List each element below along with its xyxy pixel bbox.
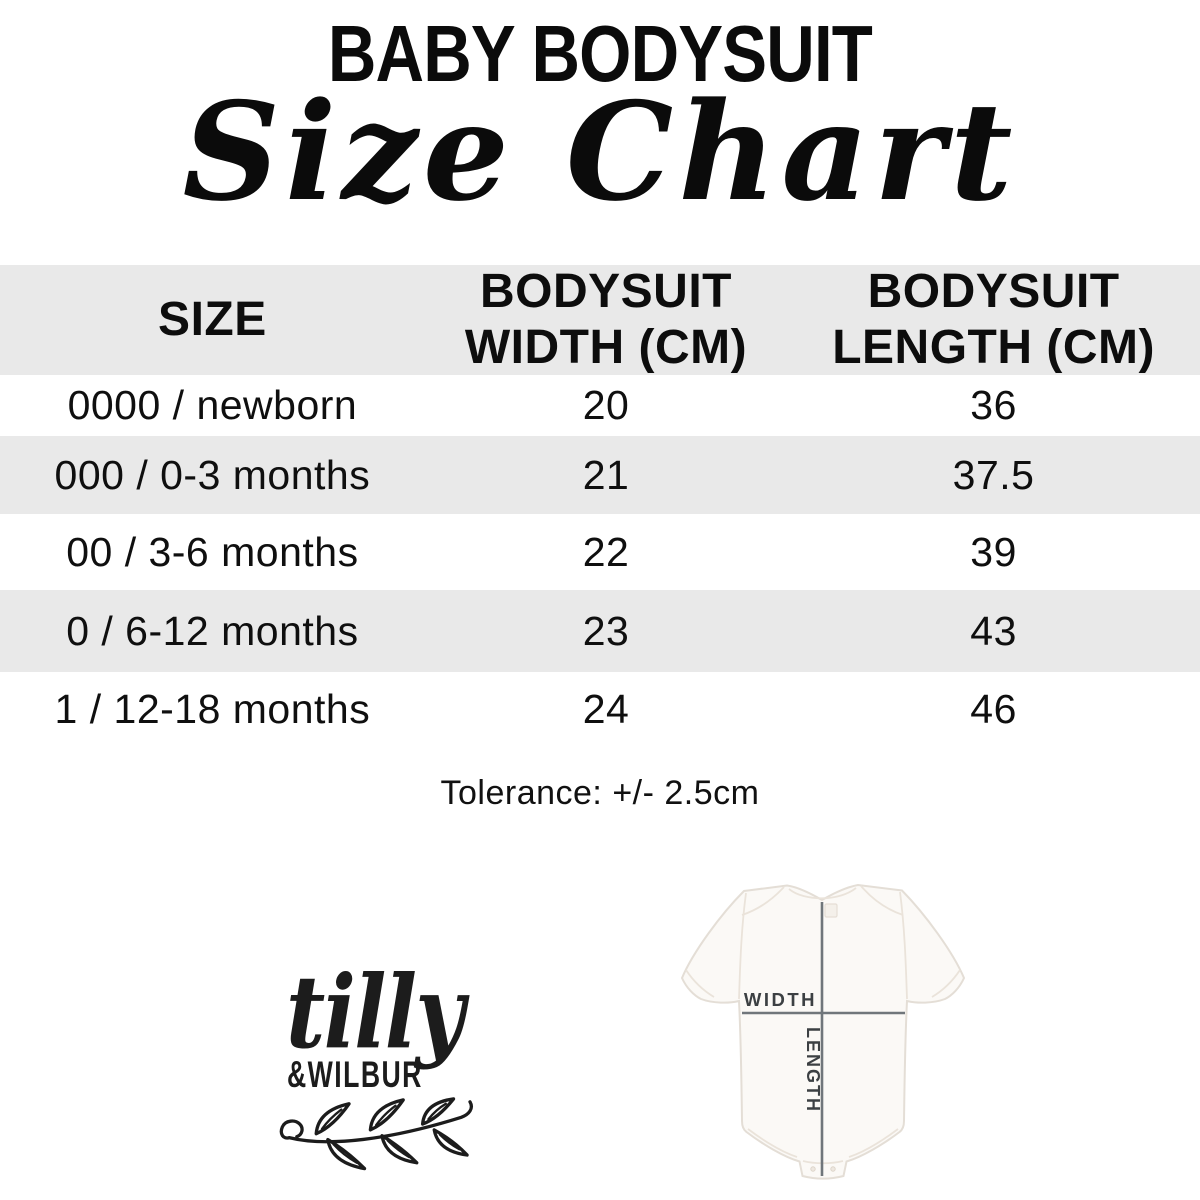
laurel-branch-icon xyxy=(279,1097,473,1171)
cell-length: 43 xyxy=(970,607,1017,654)
branch-stem xyxy=(279,1100,473,1144)
table-row: 0 / 6-12 months 23 43 xyxy=(0,590,1200,672)
table-row: 1 / 12-18 months 24 46 xyxy=(0,672,1200,747)
page-title: BABY BODYSUIT xyxy=(0,14,1200,94)
snap-button xyxy=(830,1166,836,1172)
cell-length: 39 xyxy=(970,528,1017,575)
cell-length: 46 xyxy=(970,686,1017,732)
table-row: 000 / 0-3 months 21 37.5 xyxy=(0,436,1200,514)
size-table: SIZE BODYSUIT WIDTH (CM) BODYSUIT LENGTH… xyxy=(0,265,1200,747)
bodysuit-diagram: WIDTH LENGTH xyxy=(680,883,966,1180)
page-subtitle-script: Size Chart xyxy=(182,72,1018,231)
cell-size: 1 / 12-18 months xyxy=(54,686,371,732)
table-body: 0000 / newborn 20 36 000 / 0-3 months 21… xyxy=(0,375,1200,747)
header-width: BODYSUIT WIDTH (CM) xyxy=(464,265,748,374)
cell-width: 20 xyxy=(582,382,630,428)
length-label: LENGTH xyxy=(803,1027,823,1113)
neck-tag xyxy=(824,903,838,918)
brand-caps-wordmark: &WILBUR xyxy=(287,1054,423,1095)
table-row: 00 / 3-6 months 22 39 xyxy=(0,514,1200,590)
page-title-text: BABY BODYSUIT xyxy=(327,9,873,98)
cell-size: 0 / 6-12 months xyxy=(66,607,359,654)
table-header-row: SIZE BODYSUIT WIDTH (CM) BODYSUIT LENGTH… xyxy=(0,265,1200,375)
cell-width: 24 xyxy=(582,686,630,732)
header-size: SIZE xyxy=(158,293,267,346)
cell-width: 21 xyxy=(582,451,630,498)
cell-size: 0000 / newborn xyxy=(67,382,358,428)
cell-length: 36 xyxy=(970,382,1017,428)
brand-script-wordmark: tilly xyxy=(286,953,465,1071)
header-length: BODYSUIT LENGTH (CM) xyxy=(832,265,1155,374)
snap-button xyxy=(810,1166,816,1172)
cell-length: 37.5 xyxy=(952,451,1035,498)
tolerance-note: Tolerance: +/- 2.5cm xyxy=(440,774,760,812)
width-label: WIDTH xyxy=(744,989,817,1010)
table-row: 0000 / newborn 20 36 xyxy=(0,375,1200,436)
cell-size: 00 / 3-6 months xyxy=(66,528,359,575)
bodysuit-seams xyxy=(685,885,961,1165)
cell-width: 22 xyxy=(582,528,630,575)
cell-size: 000 / 0-3 months xyxy=(54,451,371,498)
cell-width: 23 xyxy=(582,607,630,654)
